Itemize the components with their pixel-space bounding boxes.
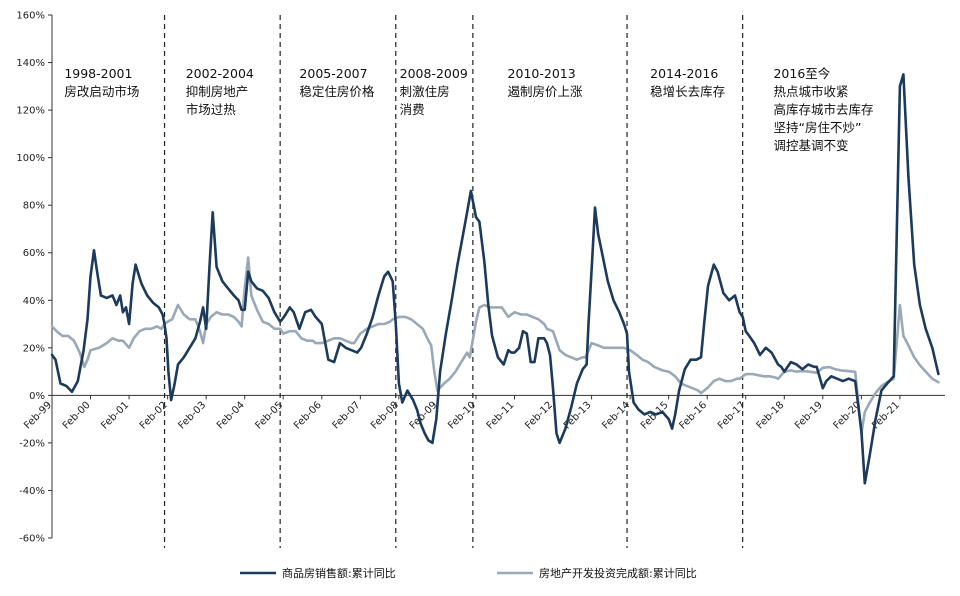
- annotation-line: 2010-2013: [508, 66, 576, 81]
- legend: 商品房销售额:累计同比 房地产开发投资完成额:累计同比: [240, 566, 697, 580]
- period-annotation: 2005-2007 稳定住房价格: [299, 66, 375, 99]
- y-tick-label: 20%: [23, 343, 45, 354]
- y-tick-label: 100%: [16, 153, 45, 164]
- y-tick-label: 80%: [23, 201, 45, 212]
- period-annotation: 2014-2016 稳增长去库存: [650, 66, 725, 99]
- x-tick-label: Feb-07: [331, 400, 363, 432]
- annotation-line: 2008-2009: [400, 66, 468, 81]
- annotation-line: 2002-2004: [186, 66, 254, 81]
- y-tick-label: 120%: [16, 106, 45, 117]
- y-tick-label: -20%: [19, 438, 45, 449]
- annotation-line: 刺激住房: [400, 84, 450, 99]
- period-annotation: 1998-2001 房改启动市场: [64, 66, 139, 99]
- y-tick-label: 60%: [23, 248, 45, 259]
- period-dividers: [163, 15, 744, 548]
- x-tick-label: Feb-11: [485, 400, 517, 432]
- period-annotations: 1998-2001 房改启动市场 2002-2004 抑制房地产市场过热 2005-20…: [64, 66, 873, 153]
- x-tick-label: Feb-12: [523, 400, 555, 432]
- y-tick-label: -40%: [19, 486, 45, 497]
- y-tick-label: 140%: [16, 58, 45, 69]
- annotation-line: 稳增长去库存: [650, 84, 725, 99]
- x-tick-label: Feb-00: [61, 400, 93, 432]
- legend-label: 房地产开发投资完成额:累计同比: [539, 566, 697, 580]
- annotation-line: 热点城市收紧: [773, 84, 848, 99]
- series-line-sales: [50, 73, 940, 485]
- annotation-line: 抑制房地产: [186, 84, 249, 99]
- x-tick-label: Feb-03: [176, 400, 208, 432]
- annotation-line: 稳定住房价格: [299, 84, 375, 99]
- x-tick-label: Feb-06: [292, 400, 324, 432]
- period-annotation: 2002-2004 抑制房地产市场过热: [186, 66, 254, 117]
- annotation-line: 调控基调不变: [773, 138, 848, 153]
- annotation-line: 遏制房价上涨: [508, 84, 584, 99]
- x-tick-label: Feb-04: [215, 400, 247, 432]
- period-annotation: 2016至今热点城市收紧高库存城市去库存坚持“房住不炒” 调控基调不变: [773, 66, 873, 153]
- annotation-line: 2014-2016: [650, 66, 718, 81]
- x-tick-label: Feb-99: [22, 400, 54, 432]
- annotation-line: 坚持“房住不炒”: [773, 120, 861, 135]
- y-tick-label: 160%: [16, 11, 45, 22]
- legend-label: 商品房销售额:累计同比: [282, 566, 396, 580]
- x-tick-label: Feb-18: [755, 400, 787, 432]
- period-annotation: 2010-2013 遏制房价上涨: [508, 66, 584, 99]
- annotation-line: 2005-2007: [299, 66, 367, 81]
- x-tick-label: Feb-16: [677, 400, 709, 432]
- y-tick-label: 40%: [23, 296, 45, 307]
- annotation-line: 市场过热: [186, 102, 237, 117]
- y-tick-label: 0%: [29, 391, 45, 402]
- y-axis: -60% -40% -20% 0% 20% 40% 60% 80% 100% 120% 140% 16…: [16, 11, 53, 545]
- x-tick-label: Feb-19: [793, 400, 825, 432]
- annotation-line: 高库存城市去库存: [773, 102, 873, 117]
- annotation-line: 2016至今: [773, 66, 830, 81]
- series-lines: [50, 73, 940, 485]
- annotation-line: 消费: [400, 102, 425, 117]
- x-axis: Feb-99 Feb-00 Feb-01 Feb-02 Feb-03 Feb-04 Feb-…: [22, 394, 945, 432]
- annotation-line: 房改启动市场: [64, 84, 139, 99]
- annotation-line: 1998-2001: [64, 66, 132, 81]
- period-annotation: 2008-2009 刺激住房消费: [400, 66, 468, 117]
- y-tick-label: -60%: [19, 534, 45, 545]
- x-tick-label: Feb-01: [99, 400, 131, 432]
